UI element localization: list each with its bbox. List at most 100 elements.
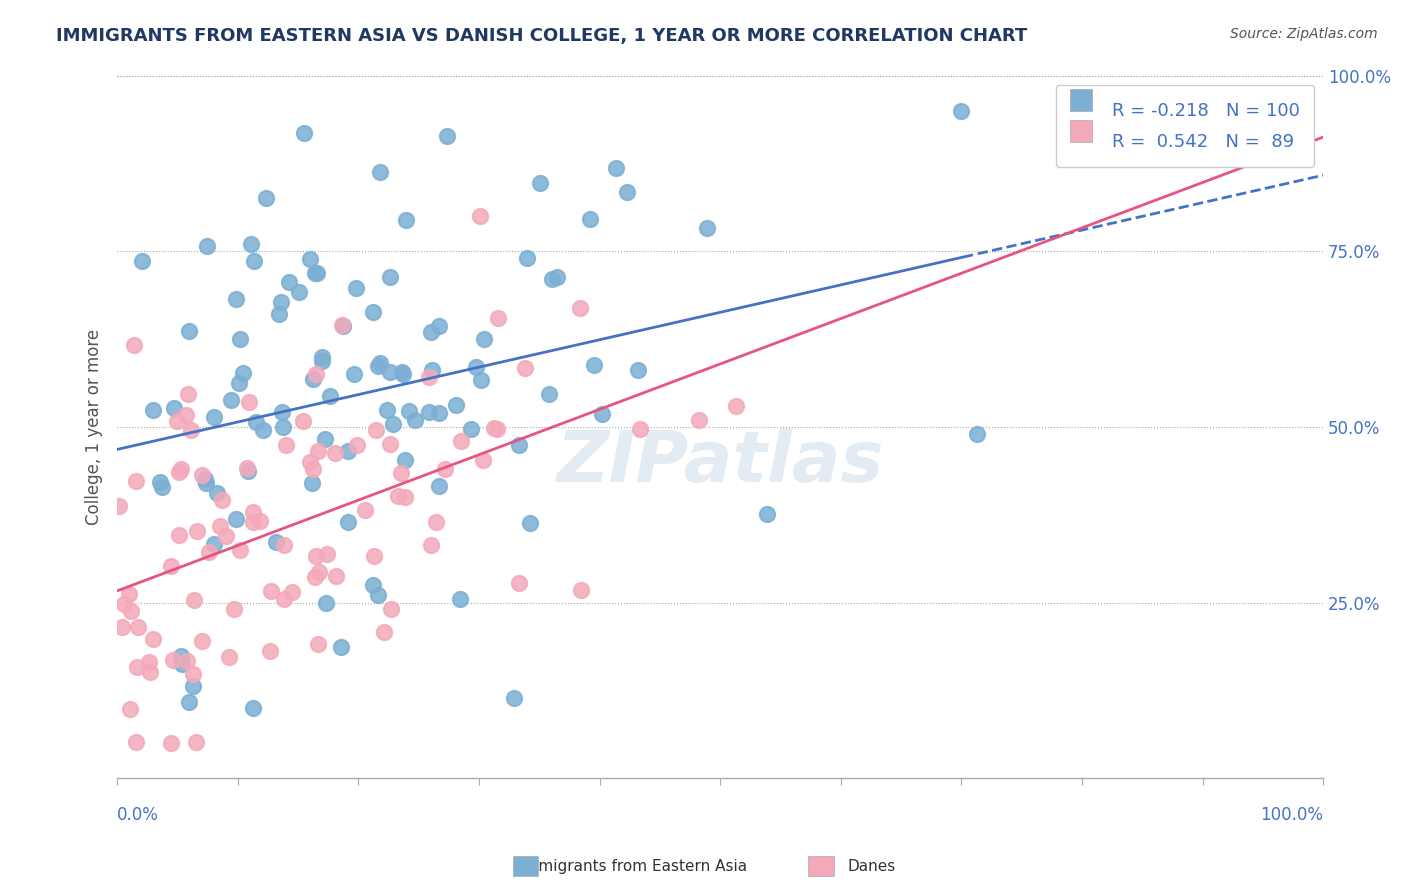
Point [482,421,505,435]
Point [361,305,384,319]
Point [373,624,395,639]
Point [181,667,204,681]
Point [307,266,329,280]
Point [271,420,294,434]
Point [242,701,264,715]
Point [363,577,385,591]
Point [346,438,368,452]
Point [394,453,416,467]
Point [302,461,325,475]
Point [276,438,298,452]
Point [405,413,427,427]
Text: Source: ZipAtlas.com: Source: ZipAtlas.com [1230,27,1378,41]
Point [465,359,488,374]
Point [112,597,135,611]
Point [118,702,141,716]
Point [434,462,457,476]
Point [177,386,200,401]
Point [160,559,183,574]
Point [368,165,391,179]
Point [195,239,218,253]
Point [316,547,339,561]
Point [138,655,160,669]
Point [260,583,283,598]
Point [271,405,294,419]
Point [419,538,441,552]
Point [305,549,328,563]
Point [582,358,605,372]
Point [242,254,264,268]
Point [591,407,613,421]
Point [202,537,225,551]
Point [215,529,238,543]
Point [232,366,254,380]
Point [142,632,165,646]
Point [343,367,366,381]
Point [696,221,718,235]
Point [127,660,149,674]
Point [516,251,538,265]
Point [236,464,259,478]
Point [184,734,207,748]
Point [307,636,329,650]
Point [270,295,292,310]
Point [302,372,325,386]
Point [174,408,197,422]
Point [107,499,129,513]
Point [394,490,416,504]
Point [427,478,450,492]
Point [194,472,217,486]
Point [239,236,262,251]
Point [569,582,592,597]
Point [427,406,450,420]
Point [485,422,508,436]
Point [124,735,146,749]
Point [418,404,440,418]
Point [242,516,264,530]
Text: Immigrants from Eastern Asia: Immigrants from Eastern Asia [519,859,747,874]
Point [170,462,193,476]
Point [292,126,315,140]
Point [225,292,247,306]
Point [245,415,267,429]
Point [211,493,233,508]
Text: ZIPatlas: ZIPatlas [557,427,884,497]
Point [281,585,304,599]
Point [166,415,188,429]
Point [167,465,190,479]
Point [425,516,447,530]
Point [228,376,250,390]
Point [111,620,134,634]
Point [228,542,250,557]
Point [162,653,184,667]
Point [472,332,495,346]
Point [460,422,482,436]
Point [304,267,326,281]
Point [568,301,591,315]
Point [756,507,779,521]
Point [177,324,200,338]
Point [724,399,747,413]
Point [389,466,412,480]
Point [238,395,260,409]
Point [579,212,602,227]
Text: Danes: Danes [848,859,896,874]
Point [120,604,142,618]
Point [150,480,173,494]
Point [311,350,333,364]
Point [307,444,329,458]
Point [209,519,232,533]
Point [225,512,247,526]
Text: 0.0%: 0.0% [117,806,159,824]
Point [194,476,217,491]
Point [236,460,259,475]
Point [628,422,651,436]
Legend: R = -0.218   N = 100, R =  0.542   N =  89: R = -0.218 N = 100, R = 0.542 N = 89 [1056,85,1315,167]
Point [301,476,323,491]
Point [378,436,401,450]
Point [392,367,415,381]
Point [186,524,208,538]
Point [315,596,337,610]
Point [259,644,281,658]
Point [378,269,401,284]
